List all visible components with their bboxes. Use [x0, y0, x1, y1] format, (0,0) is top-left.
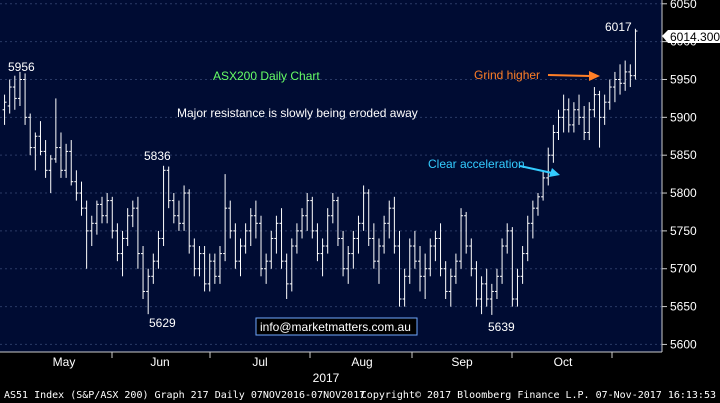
grind-higher-arrowhead	[589, 71, 600, 81]
y-tick-label: 5700	[670, 262, 697, 276]
x-axis: May Jun Jul Aug Sep Oct 2017	[53, 352, 613, 385]
y-tick-label: 5800	[670, 186, 697, 200]
y-tick-label: 5750	[670, 224, 697, 238]
y-tick-label: 6050	[670, 0, 697, 11]
y-tick-label: 5650	[670, 300, 697, 314]
x-tick-label: Jun	[150, 355, 169, 369]
peak-label-5956: 5956	[8, 60, 35, 74]
last-price-value: 6014.300	[670, 30, 720, 44]
watermark-box	[255, 317, 418, 336]
plot-area	[0, 0, 662, 352]
x-tick-label: Jul	[252, 355, 267, 369]
peak-label-6017: 6017	[605, 20, 632, 34]
x-tick-label: Sep	[451, 355, 473, 369]
price-bars	[2, 28, 638, 315]
footer-bar	[0, 384, 720, 403]
trough-label-5639: 5639	[488, 320, 515, 334]
clear-acceleration-arrow-line	[519, 165, 553, 174]
y-tick-label: 5850	[670, 148, 697, 162]
annotation-clear-acceleration: Clear acceleration	[428, 157, 525, 171]
footer-left-text: AS51 Index (S&P/ASX 200) Graph 217 Daily…	[4, 390, 365, 401]
x-tick-label: May	[53, 355, 76, 369]
y-tick-label: 5900	[670, 110, 697, 124]
y-axis: 5600565057005750580058505900595060006050	[662, 0, 697, 351]
x-year-label: 2017	[313, 371, 340, 385]
chart-title: ASX200 Daily Chart	[213, 69, 320, 83]
grind-higher-arrow-line	[547, 74, 591, 77]
gridlines	[0, 3, 662, 345]
y-tick-label: 5950	[670, 72, 697, 86]
trough-label-5629: 5629	[149, 316, 176, 330]
y-tick-label: 5600	[670, 337, 697, 351]
x-tick-label: Oct	[554, 355, 573, 369]
chart-subtitle: Major resistance is slowly being eroded …	[177, 106, 418, 120]
last-price-tag	[662, 30, 720, 43]
peak-label-5836: 5836	[144, 149, 171, 163]
annotation-grind-higher: Grind higher	[474, 68, 540, 82]
watermark-text: info@marketmatters.com.au	[260, 320, 411, 334]
clear-acceleration-arrowhead	[549, 168, 560, 177]
x-tick-label: Aug	[351, 355, 372, 369]
footer-right-text: Copyright© 2017 Bloomberg Finance L.P. 0…	[361, 390, 716, 401]
